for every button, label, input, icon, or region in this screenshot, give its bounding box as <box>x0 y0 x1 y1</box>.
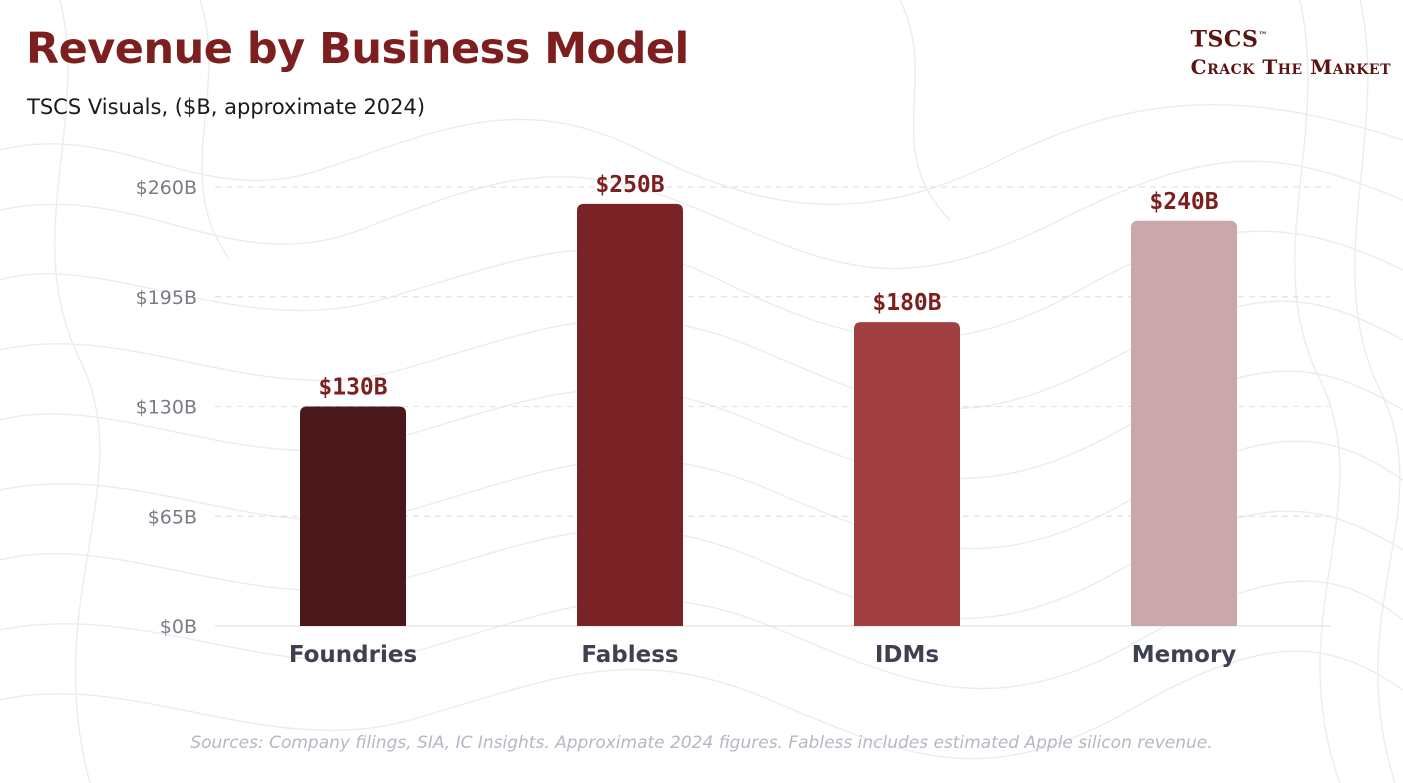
labels: $130B Foundries $250B Fabless $180B IDMs $240B… <box>289 172 1236 668</box>
category-label: IDMs <box>875 642 939 668</box>
value-label: $240B <box>1149 189 1218 215</box>
bars <box>300 204 1237 626</box>
sources-footnote: Sources: Company filings, SIA, IC Insigh… <box>0 733 1403 753</box>
value-label: $130B <box>318 375 387 401</box>
bar-foundries <box>300 407 406 627</box>
category-label: Foundries <box>289 642 417 668</box>
y-tick-label: $260B <box>136 177 197 199</box>
value-label: $180B <box>872 290 941 316</box>
y-axis: $0B $65B $130B $195B $260B <box>136 177 197 638</box>
y-tick-label: $0B <box>160 616 197 638</box>
y-tick-label: $130B <box>136 397 197 419</box>
bar-chart: $0B $65B $130B $195B $260B $130B Foundries $25… <box>0 0 1403 783</box>
category-label: Memory <box>1132 642 1237 668</box>
bar-idms <box>854 322 960 626</box>
bar-fabless <box>577 204 683 626</box>
chart-page: Revenue by Business Model TSCS Visuals, … <box>0 0 1403 783</box>
y-tick-label: $195B <box>136 287 197 309</box>
category-label: Fabless <box>581 642 678 668</box>
y-tick-label: $65B <box>148 506 197 528</box>
value-label: $250B <box>595 172 664 198</box>
bar-memory <box>1131 221 1237 626</box>
